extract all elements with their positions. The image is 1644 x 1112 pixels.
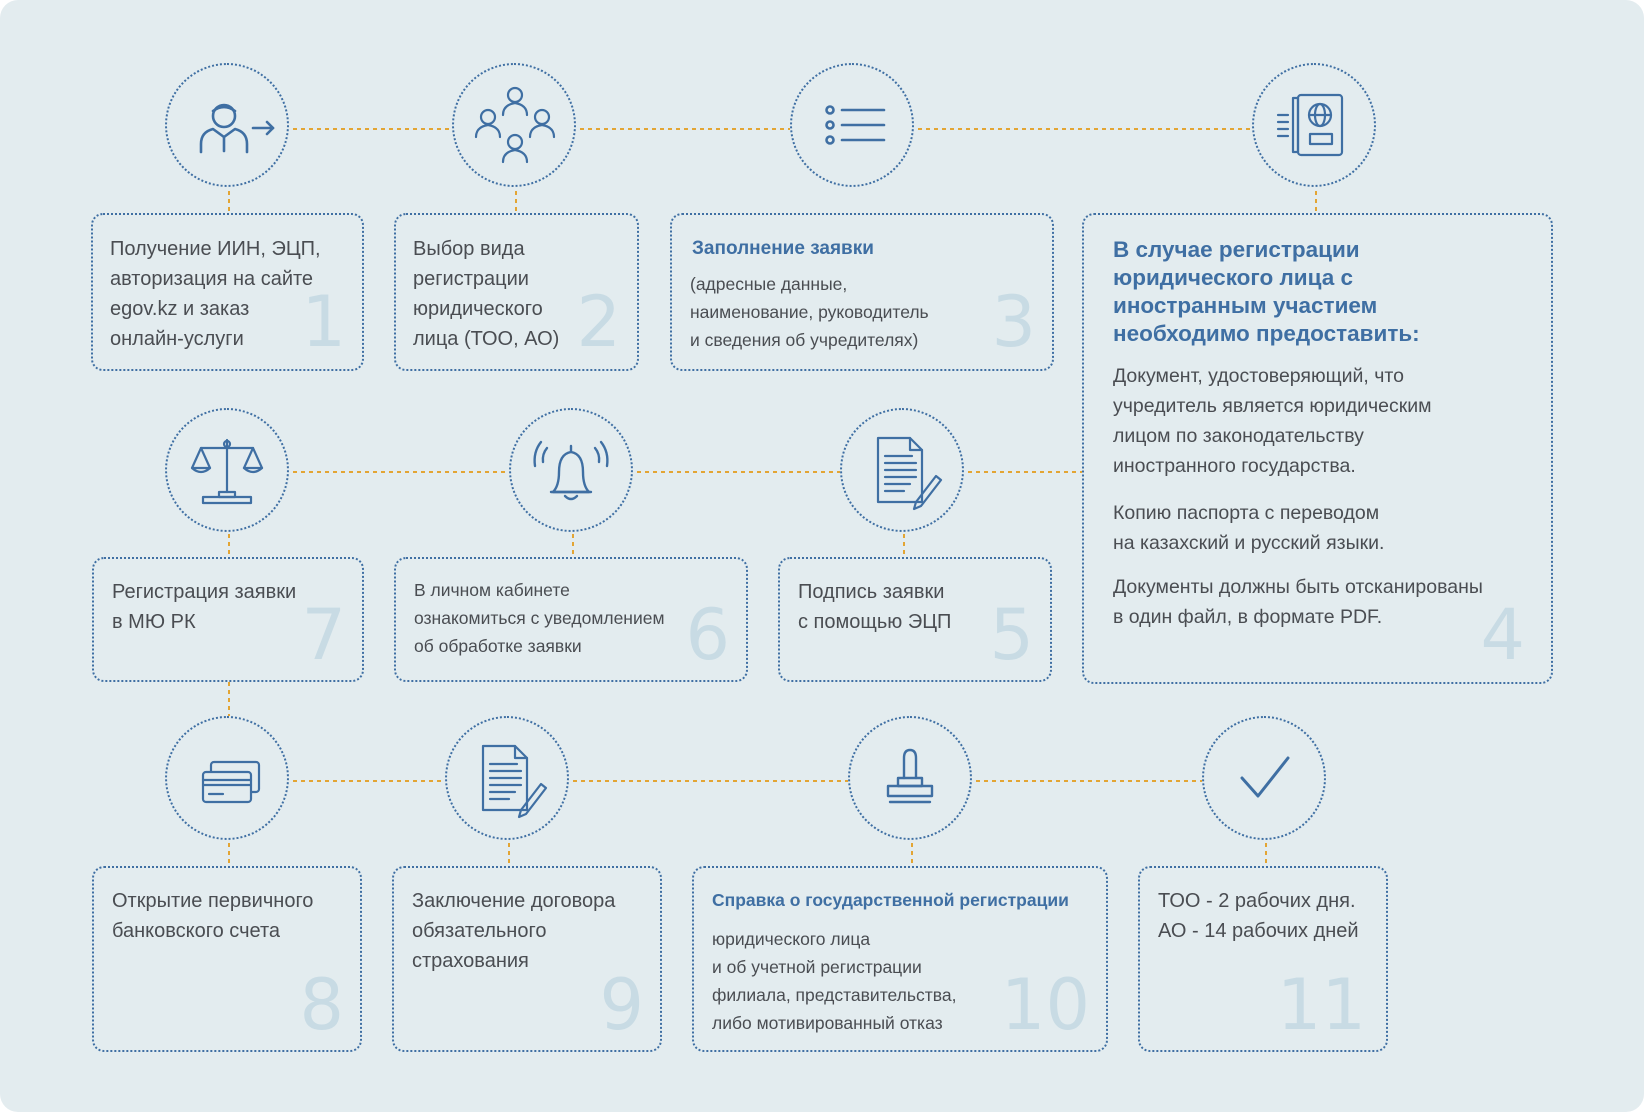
step-11-box: ТОО - 2 рабочих дня. АО - 14 рабочих дне… xyxy=(1138,866,1388,1052)
step-10-text: юридического лица и об учетной регистрац… xyxy=(712,929,957,1033)
step-6-number: 6 xyxy=(685,594,730,676)
step-3-heading: Заполнение заявки xyxy=(692,238,874,259)
step-7-number: 7 xyxy=(301,594,346,676)
step-11-number: 11 xyxy=(1276,964,1366,1046)
step-8-text: Открытие первичного банковского счета xyxy=(112,890,314,942)
step-11-text: ТОО - 2 рабочих дня. АО - 14 рабочих дне… xyxy=(1158,890,1359,942)
step-7-circle xyxy=(165,408,289,532)
bell-icon xyxy=(533,440,609,501)
step-9-circle xyxy=(445,716,569,840)
step-2-text: Выбор вида регистрации юридического лица… xyxy=(413,238,560,350)
step-6-text: В личном кабинете ознакомиться с уведомл… xyxy=(414,580,665,656)
person-arrow-icon xyxy=(199,103,275,154)
step-4-heading: В случае регистрации юридического лица с… xyxy=(1113,237,1420,346)
step-8-circle xyxy=(165,716,289,840)
step-10-box: Справка о государственной регистрации юр… xyxy=(692,866,1108,1052)
step-4-paragraph-3: Документы должны быть отсканированы в од… xyxy=(1113,576,1483,628)
step-9-number: 9 xyxy=(599,964,644,1046)
step-3-text: (адресные данные, наименование, руководи… xyxy=(690,274,929,350)
step-10-heading: Справка о государственной регистрации xyxy=(712,890,1069,910)
step-11-circle xyxy=(1202,716,1326,840)
step-9-text: Заключение договора обязательного страхо… xyxy=(412,890,616,972)
step-6-box: В личном кабинете ознакомиться с уведомл… xyxy=(394,557,748,682)
step-4-box: В случае регистрации юридического лица с… xyxy=(1082,213,1553,684)
step-5-circle xyxy=(840,408,964,532)
bank-cards-icon xyxy=(201,760,261,804)
step-7-text: Регистрация заявки в МЮ РК xyxy=(112,581,297,633)
step-2-box: Выбор вида регистрации юридического лица… xyxy=(394,213,639,371)
step-1-box: Получение ИИН, ЭЦП, авторизация на сайте… xyxy=(91,213,364,371)
passport-globe-icon xyxy=(1276,93,1344,157)
step-1-circle xyxy=(165,63,289,187)
step-8-number: 8 xyxy=(299,964,344,1046)
step-3-circle xyxy=(790,63,914,187)
step-1-number: 1 xyxy=(301,281,346,363)
step-4-paragraph-2: Копию паспорта с переводом на казахский … xyxy=(1113,502,1385,554)
stamp-icon xyxy=(886,748,934,804)
step-6-circle xyxy=(509,408,633,532)
step-9-box: Заключение договора обязательного страхо… xyxy=(392,866,662,1052)
list-icon xyxy=(825,105,886,145)
step-2-circle xyxy=(452,63,576,187)
step-1-text: Получение ИИН, ЭЦП, авторизация на сайте… xyxy=(110,238,321,350)
contract-sign-icon xyxy=(481,744,548,819)
scales-icon xyxy=(190,438,264,505)
step-7-box: Регистрация заявки в МЮ РК 7 xyxy=(92,557,364,682)
step-10-circle xyxy=(848,716,972,840)
step-4-circle xyxy=(1252,63,1376,187)
step-5-number: 5 xyxy=(989,594,1034,676)
step-4-paragraph-1: Документ, удостоверяющий, что учредитель… xyxy=(1113,365,1432,477)
step-8-box: Открытие первичного банковского счета 8 xyxy=(92,866,362,1052)
step-3-box: Заполнение заявки (адресные данные, наим… xyxy=(670,213,1054,371)
checkmark-icon xyxy=(1240,756,1290,798)
group-people-icon xyxy=(474,86,556,164)
step-5-text: Подпись заявки с помощью ЭЦП xyxy=(798,581,952,633)
step-10-number: 10 xyxy=(1000,964,1090,1046)
document-sign-icon xyxy=(876,436,943,511)
step-3-number: 3 xyxy=(991,281,1036,363)
step-5-box: Подпись заявки с помощью ЭЦП 5 xyxy=(778,557,1052,682)
step-4-number: 4 xyxy=(1480,594,1525,676)
step-2-number: 2 xyxy=(576,281,621,363)
